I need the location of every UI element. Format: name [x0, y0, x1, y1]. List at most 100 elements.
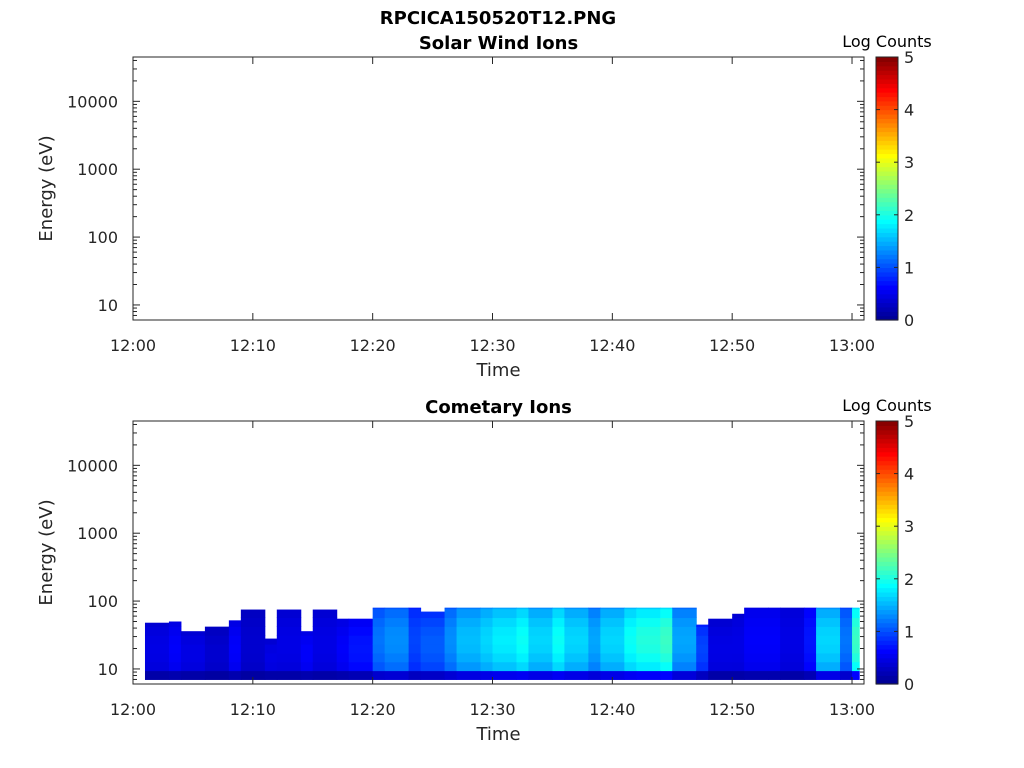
heatmap-cell — [312, 670, 338, 680]
heatmap-cell — [804, 635, 817, 645]
colorbar-segment — [876, 543, 898, 549]
heatmap-cell — [228, 635, 242, 645]
heatmap-cell — [744, 617, 769, 627]
heatmap-cell — [480, 670, 493, 680]
y-axis-label: Energy (eV) — [36, 499, 57, 605]
heatmap-cell — [732, 613, 745, 619]
heatmap-cell — [744, 635, 769, 645]
colorbar-segment — [876, 162, 898, 168]
heatmap-cell — [732, 661, 745, 672]
colorbar-segment — [876, 438, 898, 444]
x-tick-label: 12:00 — [110, 336, 156, 355]
y-tick-label: 100 — [87, 228, 118, 247]
panel-1: Solar Wind Ions 12:00 12:10 12:20 12:30 12:40… — [36, 32, 932, 381]
heatmap-cell — [816, 626, 841, 636]
colorbar-segment — [876, 210, 898, 216]
heatmap-cell — [696, 644, 709, 654]
heatmap-cell — [444, 607, 458, 610]
colorbar-segment — [876, 508, 898, 514]
x-tick-label: 12:20 — [350, 336, 396, 355]
colorbar-segment — [876, 635, 898, 641]
colorbar-segment — [876, 539, 898, 545]
heatmap-cell — [852, 626, 860, 636]
colorbar-segment — [876, 276, 898, 282]
heatmap-cell — [516, 670, 529, 680]
colorbar-segment — [876, 254, 898, 260]
heatmap-cell — [600, 661, 625, 672]
heatmap-cell — [564, 644, 589, 654]
colorbar-segment — [876, 675, 898, 681]
heatmap-cell — [456, 626, 482, 636]
heatmap-cell — [276, 626, 302, 636]
heatmap-cell — [840, 635, 853, 645]
heatmap-cell — [780, 661, 805, 672]
heatmap-cell — [852, 652, 860, 663]
heatmap-cell — [228, 620, 242, 627]
colorbar-segment — [876, 570, 898, 576]
heatmap-cell — [780, 607, 805, 610]
heatmap-cell — [480, 635, 493, 645]
colorbar-segment — [876, 434, 898, 440]
colorbar-segment — [876, 486, 898, 492]
colorbar-segment — [876, 526, 898, 532]
heatmap-cell — [240, 652, 266, 663]
heatmap-cell — [660, 607, 673, 610]
colorbar-segment — [876, 657, 898, 663]
heatmap-cell — [636, 635, 661, 645]
heatmap-cell — [816, 652, 841, 663]
colorbar-segment — [876, 87, 898, 93]
colorbar-segment — [876, 113, 898, 119]
heatmap-cell — [816, 608, 841, 619]
heatmap-cell — [660, 661, 673, 672]
colorbar-segment — [876, 627, 898, 632]
heatmap-cell — [516, 644, 529, 654]
heatmap-cell — [744, 661, 769, 672]
heatmap-cell — [276, 609, 302, 619]
heatmap-cell — [240, 644, 266, 654]
heatmap-cell — [348, 661, 374, 672]
colorbar-segment — [876, 622, 898, 628]
heatmap-cell — [600, 626, 625, 636]
heatmap-cell — [600, 670, 625, 680]
heatmap-cell — [696, 661, 709, 672]
heatmap-cell — [384, 607, 410, 610]
heatmap-cell — [456, 635, 482, 645]
colorbar-segment — [876, 214, 898, 220]
heatmap-cell — [624, 635, 637, 645]
heatmap-cell — [492, 670, 517, 680]
heatmap-cell — [624, 661, 637, 672]
colorbar-segment — [876, 534, 898, 540]
heatmap-cell — [696, 626, 709, 636]
colorbar-segment — [876, 153, 898, 159]
heatmap-cell — [168, 635, 182, 645]
heatmap-cell — [744, 652, 769, 663]
heatmap-cell — [444, 608, 458, 619]
heatmap-cell — [732, 652, 745, 663]
heatmap-cell — [300, 635, 314, 645]
figure-title: RPCICA150520T12.PNG — [380, 8, 616, 29]
heatmap-cell — [480, 652, 493, 663]
heatmap-cell — [768, 626, 781, 636]
colorbar-segment — [876, 83, 898, 89]
heatmap-cell — [444, 635, 458, 645]
heatmap-cell — [660, 644, 673, 654]
heatmap-cell — [672, 652, 697, 663]
heatmap-cell — [444, 661, 458, 672]
heatmap-cell — [312, 626, 338, 636]
heatmap-cell — [168, 626, 182, 636]
heatmap-cell — [492, 617, 517, 627]
heatmap-cell — [588, 607, 601, 610]
colorbar-segment — [876, 530, 898, 536]
heatmap-cell — [516, 617, 529, 627]
colorbar-segment — [876, 306, 898, 312]
heatmap-cell — [444, 617, 458, 627]
heatmap-cell — [660, 652, 673, 663]
heatmap-cell — [768, 644, 781, 654]
heatmap-cell — [624, 617, 637, 627]
heatmap-cell — [444, 626, 458, 636]
colorbar-segment — [876, 565, 898, 571]
x-axis-label: Time — [475, 724, 520, 745]
heatmap-cell — [144, 644, 170, 654]
heatmap-cell — [204, 626, 230, 636]
heatmap-cell — [840, 608, 853, 619]
